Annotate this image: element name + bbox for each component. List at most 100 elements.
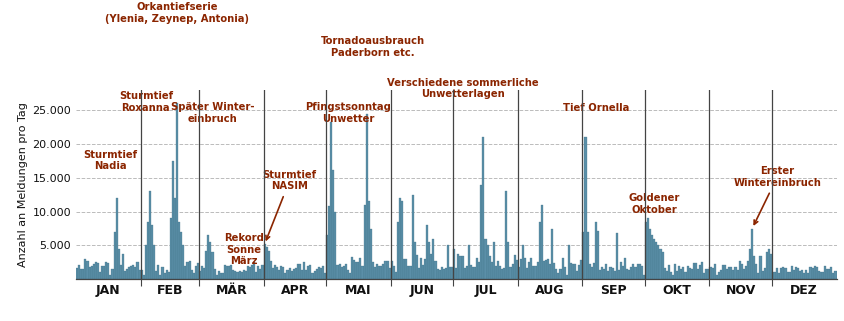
Bar bbox=[473, 267, 475, 279]
Bar bbox=[425, 225, 428, 279]
Bar bbox=[623, 257, 625, 279]
Bar bbox=[374, 267, 376, 279]
Bar bbox=[89, 267, 90, 279]
Bar bbox=[198, 271, 201, 279]
Bar bbox=[236, 272, 238, 279]
Bar bbox=[647, 218, 648, 279]
Bar bbox=[434, 261, 436, 279]
Y-axis label: Anzahl an Meldungen pro Tag: Anzahl an Meldungen pro Tag bbox=[19, 102, 28, 267]
Bar bbox=[486, 246, 488, 279]
Bar bbox=[93, 264, 95, 279]
Bar bbox=[255, 272, 257, 279]
Bar bbox=[384, 261, 386, 279]
Bar bbox=[378, 266, 380, 279]
Bar bbox=[386, 261, 388, 279]
Bar bbox=[411, 195, 413, 279]
Bar bbox=[452, 249, 455, 279]
Bar bbox=[444, 268, 446, 279]
Bar bbox=[232, 270, 234, 279]
Bar bbox=[344, 265, 347, 279]
Bar bbox=[230, 265, 232, 279]
Bar bbox=[744, 266, 746, 279]
Bar bbox=[188, 261, 191, 279]
Bar bbox=[517, 267, 519, 279]
Bar bbox=[794, 267, 796, 279]
Bar bbox=[207, 235, 209, 279]
Bar bbox=[588, 264, 590, 279]
Text: Rekord
Sonne
März: Rekord Sonne März bbox=[224, 233, 263, 266]
Bar bbox=[292, 269, 295, 279]
Bar bbox=[513, 255, 515, 279]
Bar bbox=[107, 264, 109, 279]
Bar bbox=[428, 242, 430, 279]
Bar bbox=[300, 270, 303, 279]
Text: Sturmtief
NASIM: Sturmtief NASIM bbox=[262, 170, 316, 240]
Bar bbox=[711, 268, 713, 279]
Bar bbox=[90, 266, 93, 279]
Bar bbox=[719, 270, 721, 279]
Bar bbox=[604, 264, 607, 279]
Bar bbox=[357, 262, 359, 279]
Bar bbox=[698, 265, 701, 279]
Bar bbox=[228, 266, 230, 279]
Bar bbox=[211, 252, 214, 279]
Bar bbox=[557, 273, 559, 279]
Bar bbox=[359, 258, 361, 279]
Bar bbox=[648, 229, 651, 279]
Bar bbox=[640, 266, 642, 279]
Bar bbox=[600, 266, 603, 279]
Bar bbox=[806, 273, 809, 279]
Bar bbox=[654, 242, 657, 279]
Bar bbox=[326, 235, 327, 279]
Bar bbox=[823, 266, 825, 279]
Bar bbox=[284, 273, 286, 279]
Bar bbox=[827, 270, 830, 279]
Bar bbox=[755, 264, 756, 279]
Bar bbox=[180, 232, 182, 279]
Bar bbox=[290, 271, 292, 279]
Bar bbox=[665, 271, 667, 279]
Bar bbox=[671, 274, 674, 279]
Bar bbox=[103, 266, 106, 279]
Bar bbox=[451, 267, 452, 279]
Bar bbox=[392, 266, 394, 279]
Bar bbox=[463, 268, 465, 279]
Bar bbox=[269, 261, 272, 279]
Bar bbox=[584, 137, 586, 279]
Bar bbox=[311, 273, 313, 279]
Bar bbox=[334, 212, 336, 279]
Bar bbox=[78, 265, 80, 279]
Bar bbox=[238, 271, 241, 279]
Bar bbox=[484, 239, 486, 279]
Bar bbox=[565, 274, 567, 279]
Bar bbox=[763, 268, 765, 279]
Bar bbox=[546, 259, 549, 279]
Bar bbox=[465, 266, 468, 279]
Bar bbox=[407, 265, 409, 279]
Bar bbox=[381, 265, 384, 279]
Bar bbox=[155, 271, 157, 279]
Bar bbox=[748, 249, 750, 279]
Bar bbox=[538, 222, 540, 279]
Bar bbox=[740, 264, 742, 279]
Bar bbox=[783, 268, 786, 279]
Bar bbox=[752, 256, 755, 279]
Bar bbox=[160, 274, 161, 279]
Bar bbox=[611, 268, 613, 279]
Bar bbox=[810, 268, 813, 279]
Bar bbox=[619, 263, 621, 279]
Bar bbox=[773, 272, 775, 279]
Bar bbox=[84, 259, 86, 279]
Bar bbox=[413, 242, 415, 279]
Bar bbox=[721, 265, 723, 279]
Bar bbox=[117, 249, 120, 279]
Bar bbox=[528, 262, 530, 279]
Bar bbox=[742, 269, 744, 279]
Bar bbox=[376, 264, 378, 279]
Bar bbox=[631, 264, 634, 279]
Bar bbox=[144, 246, 147, 279]
Bar bbox=[617, 270, 619, 279]
Bar bbox=[278, 270, 280, 279]
Bar bbox=[80, 269, 82, 279]
Bar bbox=[533, 266, 536, 279]
